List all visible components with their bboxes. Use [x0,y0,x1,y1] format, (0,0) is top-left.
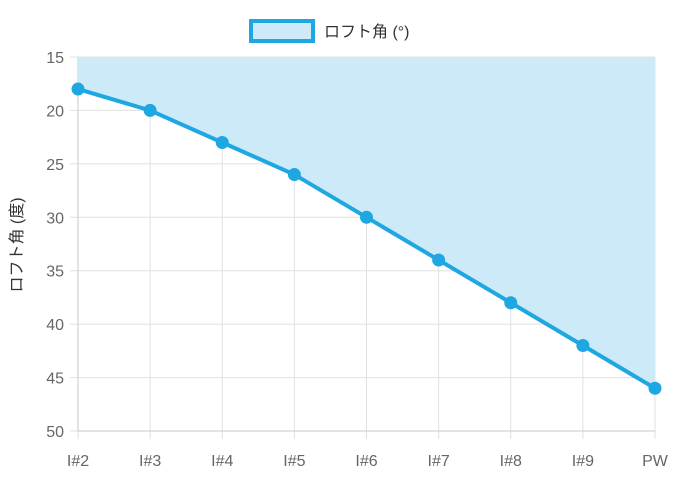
points-layer [71,82,662,395]
y-tick-label: 40 [46,317,64,334]
y-axis-title: ロフト角 (度) [8,197,26,292]
x-tick-label: I#7 [428,453,450,470]
y-tick-label: 50 [46,424,64,441]
data-point[interactable] [143,103,157,117]
legend-label: ロフト角 (°) [324,23,410,41]
x-tick-label: PW [642,453,669,470]
data-point[interactable] [287,168,301,182]
data-point[interactable] [215,135,229,149]
data-point[interactable] [504,296,518,310]
data-point[interactable] [71,82,85,96]
x-tick-label: I#2 [67,453,89,470]
x-tick-label: I#4 [211,453,233,470]
x-tick-label: I#8 [500,453,522,470]
y-tick-label: 25 [46,157,64,174]
y-tick-label: 20 [46,103,64,120]
x-tick-label: I#9 [572,453,594,470]
data-point[interactable] [360,210,373,224]
y-tick-label: 35 [46,264,64,281]
x-tick-label: I#5 [283,453,305,470]
y-tick-label: 45 [46,371,64,388]
x-tick-labels: I#2 I#3 I#4 I#5 I#6 I#7 I#8 I#9 PW [67,453,669,470]
y-tick-labels: 15 20 25 30 35 40 45 50 [46,50,64,441]
legend: ロフト角 (°) [249,19,410,43]
data-point[interactable] [576,339,590,353]
data-point[interactable] [648,381,662,395]
data-point[interactable] [432,253,446,267]
x-tick-label: I#3 [139,453,161,470]
x-tick-label: I#6 [355,453,377,470]
legend-swatch [249,19,315,43]
y-tick-label: 15 [46,50,64,67]
y-tick-label: 30 [46,210,64,227]
